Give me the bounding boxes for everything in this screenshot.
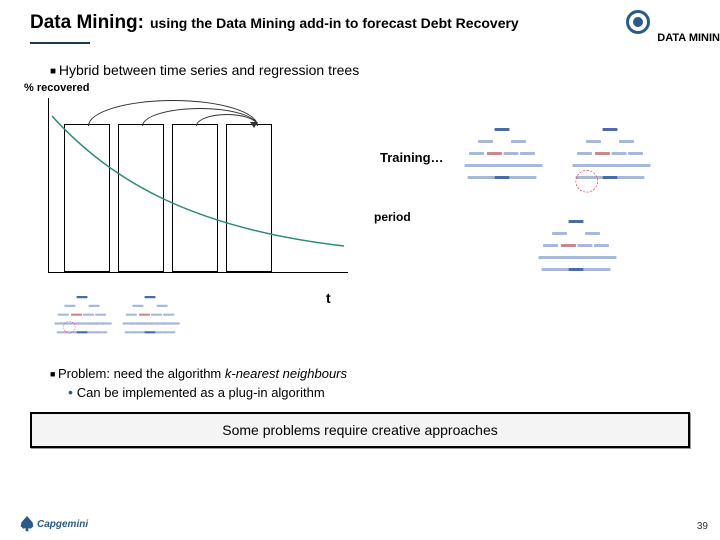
arc-arrow-icon — [250, 122, 258, 128]
x-axis-label: t — [326, 290, 331, 306]
spade-icon — [20, 516, 34, 532]
footer-logo: Capgemini — [20, 516, 88, 532]
page-number: 39 — [697, 521, 708, 532]
label-period: period — [374, 210, 411, 224]
bullet-hybrid: Hybrid between time series and regressio… — [50, 62, 720, 78]
bullet-plugin: Can be implemented as a plug-in algorith… — [68, 384, 720, 400]
highlight-circle — [576, 170, 599, 193]
target-icon — [626, 10, 650, 34]
title-main: Data Mining: — [30, 12, 144, 34]
logo-text: Capgemini — [37, 519, 88, 530]
title-sub: using the Data Mining add-in to forecast… — [150, 15, 519, 31]
title-underline — [30, 42, 90, 44]
category-label: DATA MININ — [657, 32, 720, 44]
label-training: Training… — [380, 150, 444, 165]
highlight-circle — [63, 321, 75, 333]
bullet-problem: Problem: need the algorithm k-nearest ne… — [50, 366, 720, 381]
chart: % recovered — [30, 86, 370, 286]
slide-title: Data Mining: using the Data Mining add-i… — [0, 0, 720, 40]
x-axis — [48, 272, 348, 273]
callout-box: Some problems require creative approache… — [30, 412, 690, 448]
y-axis-label: % recovered — [24, 82, 89, 94]
